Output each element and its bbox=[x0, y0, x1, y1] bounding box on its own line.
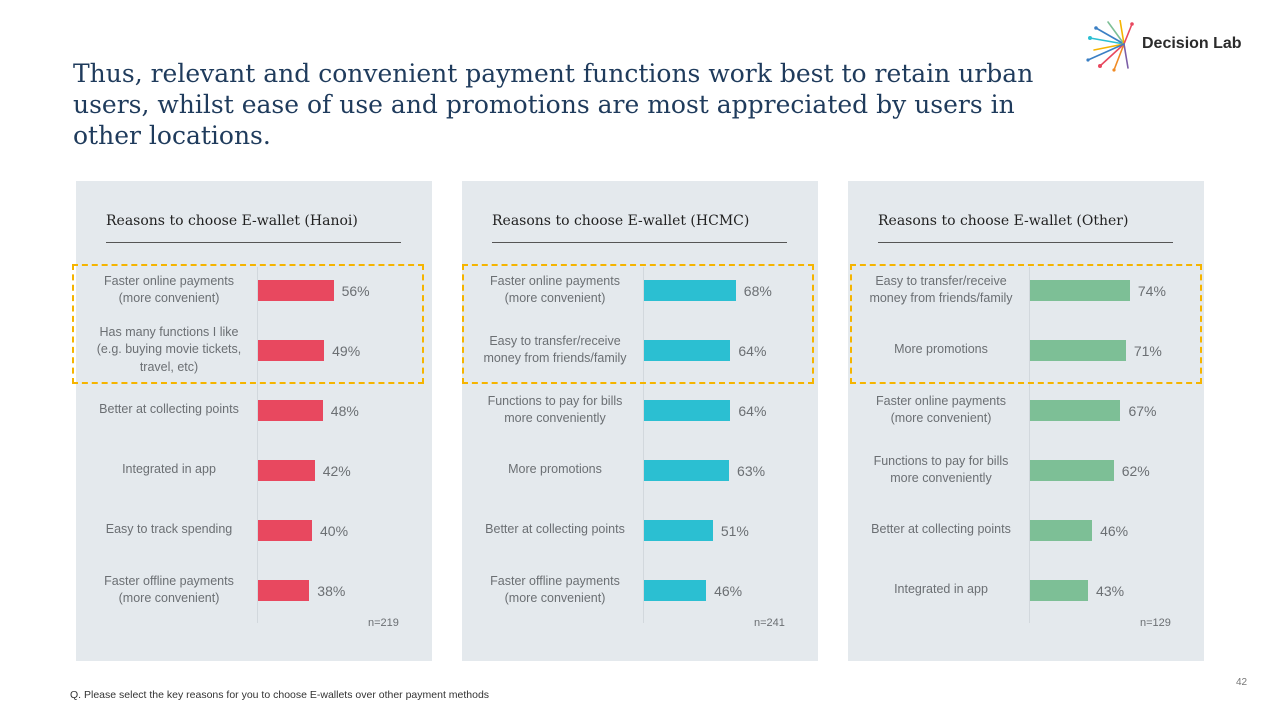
category-label: Faster online payments (more convenient) bbox=[490, 273, 620, 306]
top-reasons-highlight-box bbox=[850, 264, 1202, 384]
bar bbox=[258, 460, 315, 481]
bar bbox=[1030, 460, 1114, 481]
sample-size-label: n=219 bbox=[368, 617, 399, 629]
bar-row: Faster offline payments (more convenient… bbox=[76, 562, 432, 618]
value-label: 43% bbox=[1096, 583, 1125, 599]
category-label: Better at collecting points bbox=[485, 522, 625, 537]
bar bbox=[258, 340, 325, 361]
bar-row: Functions to pay for bills more convenie… bbox=[848, 442, 1204, 498]
bar-row: Integrated in app 43% bbox=[848, 562, 1204, 618]
value-label: 64% bbox=[738, 403, 767, 419]
category-label: Faster online payments (more convenient) bbox=[876, 393, 1006, 426]
category-label: Has many functions I like (e.g. buying m… bbox=[96, 324, 242, 374]
title-underline bbox=[492, 242, 787, 243]
title-underline bbox=[878, 242, 1173, 243]
chart-title: Reasons to choose E-wallet (Other) bbox=[878, 213, 1129, 229]
category-label: Faster offline payments (more convenient… bbox=[104, 573, 234, 606]
sample-size-label: n=129 bbox=[1140, 617, 1171, 629]
chart-panel-hcmc: Reasons to choose E-wallet (HCMC) Faster … bbox=[462, 181, 818, 661]
category-label: Easy to transfer/receive money from frie… bbox=[483, 333, 627, 366]
bar bbox=[258, 280, 334, 301]
top-reasons-highlight-box bbox=[72, 264, 424, 384]
value-label: 63% bbox=[737, 463, 766, 479]
value-label: 42% bbox=[322, 463, 351, 479]
category-label: Functions to pay for bills more convenie… bbox=[873, 453, 1009, 486]
bar bbox=[258, 580, 310, 601]
bar bbox=[258, 520, 312, 541]
bar-row: Easy to track spending 40% bbox=[76, 502, 432, 558]
category-label: Easy to transfer/receive money from frie… bbox=[869, 273, 1013, 306]
value-label: 67% bbox=[1128, 403, 1157, 419]
value-label: 62% bbox=[1121, 463, 1150, 479]
bar bbox=[644, 340, 731, 361]
value-label: 40% bbox=[320, 523, 349, 539]
bar bbox=[644, 580, 707, 601]
chart-panel-other: Reasons to choose E-wallet (Other) Easy t… bbox=[848, 181, 1204, 661]
sample-size-label: n=241 bbox=[754, 617, 785, 629]
bar bbox=[644, 400, 731, 421]
category-axis-line bbox=[1029, 267, 1030, 623]
bar-row: Easy to transfer/receive money from frie… bbox=[462, 322, 818, 378]
category-label: Better at collecting points bbox=[871, 522, 1011, 537]
bar-row: Better at collecting points 46% bbox=[848, 502, 1204, 558]
bar-row: More promotions 71% bbox=[848, 322, 1204, 378]
bar bbox=[1030, 280, 1130, 301]
value-label: 51% bbox=[720, 523, 749, 539]
category-axis-line bbox=[643, 267, 644, 623]
value-label: 64% bbox=[738, 343, 767, 359]
bar bbox=[1030, 580, 1089, 601]
survey-question-footnote: Q. Please select the key reasons for you… bbox=[70, 689, 490, 701]
bar bbox=[644, 460, 730, 481]
title-underline bbox=[106, 242, 401, 243]
bar-row: Better at collecting points 51% bbox=[462, 502, 818, 558]
bar-row: Easy to transfer/receive money from frie… bbox=[848, 262, 1204, 318]
value-label: 48% bbox=[330, 403, 359, 419]
category-label: Better at collecting points bbox=[99, 402, 239, 417]
logo-burst-icon bbox=[1086, 20, 1134, 72]
bar-row: Functions to pay for bills more convenie… bbox=[462, 382, 818, 438]
bar bbox=[1030, 340, 1126, 361]
category-label: Faster online payments (more convenient) bbox=[104, 273, 234, 306]
bar bbox=[258, 400, 323, 421]
bar bbox=[1030, 520, 1093, 541]
value-label: 71% bbox=[1133, 343, 1162, 359]
bar-row: Has many functions I like (e.g. buying m… bbox=[76, 322, 432, 378]
logo-wordmark: Decision Lab bbox=[1142, 35, 1242, 52]
category-label: Integrated in app bbox=[894, 582, 988, 597]
value-label: 46% bbox=[714, 583, 743, 599]
chart-title: Reasons to choose E-wallet (HCMC) bbox=[492, 213, 750, 229]
value-label: 46% bbox=[1100, 523, 1129, 539]
top-reasons-highlight-box bbox=[462, 264, 814, 384]
bar bbox=[644, 280, 736, 301]
slide-headline: Thus, relevant and convenient payment fu… bbox=[73, 59, 1034, 150]
page-number: 42 bbox=[1236, 677, 1248, 688]
bar-row: More promotions 63% bbox=[462, 442, 818, 498]
value-label: 49% bbox=[332, 343, 361, 359]
bar bbox=[1030, 400, 1121, 421]
category-label: Integrated in app bbox=[122, 462, 216, 477]
value-label: 56% bbox=[341, 283, 370, 299]
value-label: 74% bbox=[1137, 283, 1166, 299]
category-label: Functions to pay for bills more convenie… bbox=[487, 393, 623, 426]
bar-row: Faster online payments (more convenient)… bbox=[848, 382, 1204, 438]
category-label: More promotions bbox=[508, 462, 602, 477]
category-label: Easy to track spending bbox=[105, 522, 233, 537]
bar bbox=[644, 520, 713, 541]
value-label: 68% bbox=[743, 283, 772, 299]
value-label: 38% bbox=[317, 583, 346, 599]
category-label: Faster offline payments (more convenient… bbox=[490, 573, 620, 606]
bar-row: Faster online payments (more convenient)… bbox=[76, 262, 432, 318]
category-axis-line bbox=[257, 267, 258, 623]
chart-title: Reasons to choose E-wallet (Hanoi) bbox=[106, 213, 358, 229]
bar-row: Faster online payments (more convenient)… bbox=[462, 262, 818, 318]
chart-panel-hanoi: Reasons to choose E-wallet (Hanoi) Faster… bbox=[72, 181, 432, 661]
bar-row: Integrated in app 42% bbox=[76, 442, 432, 498]
bar-row: Faster offline payments (more convenient… bbox=[462, 562, 818, 618]
decision-lab-logo: Decision Lab bbox=[1086, 20, 1256, 72]
category-label: More promotions bbox=[894, 342, 988, 357]
bar-row: Better at collecting points 48% bbox=[76, 382, 432, 438]
